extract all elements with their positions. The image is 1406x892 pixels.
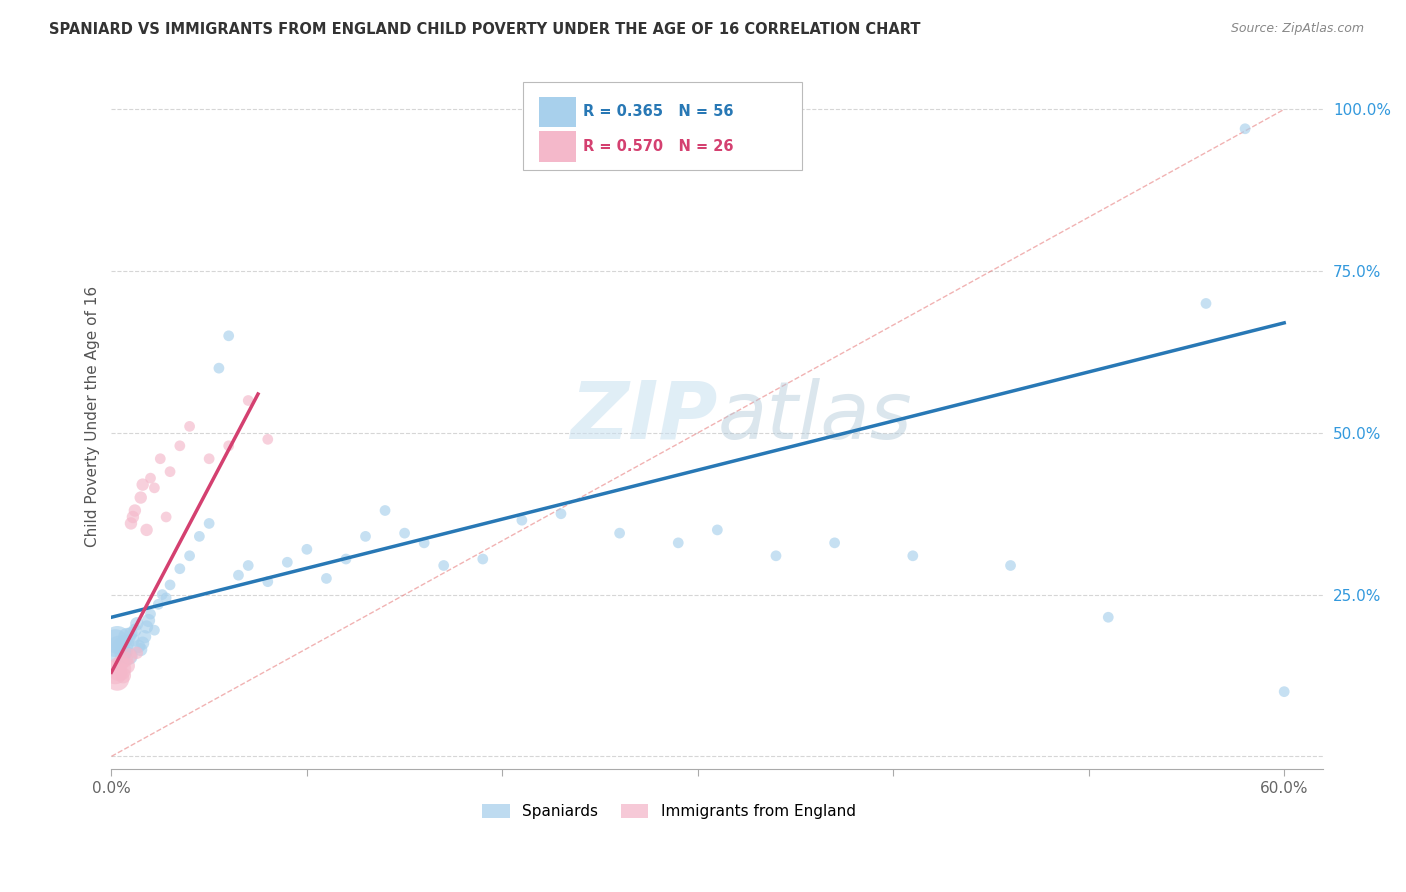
Point [159, 578, 181, 592]
Point [125, 646, 148, 660]
Point [218, 439, 240, 453]
Point [188, 529, 211, 543]
Point [706, 523, 728, 537]
Point [1000, 558, 1022, 573]
Point [394, 526, 416, 541]
Point [315, 571, 337, 585]
Point [114, 636, 136, 650]
Point [128, 640, 150, 654]
Legend: Spaniards, Immigrants from England: Spaniards, Immigrants from England [477, 797, 862, 825]
Point [135, 523, 157, 537]
Point [666, 536, 689, 550]
Point [238, 558, 260, 573]
Point [110, 640, 132, 654]
Point [143, 481, 166, 495]
FancyBboxPatch shape [538, 96, 575, 128]
Point [131, 636, 153, 650]
Point [148, 597, 170, 611]
Point [115, 630, 138, 644]
Point [238, 393, 260, 408]
Point [139, 471, 162, 485]
Point [118, 649, 141, 664]
Text: atlas: atlas [717, 377, 912, 456]
Point [471, 552, 494, 566]
FancyBboxPatch shape [538, 131, 575, 162]
Point [276, 555, 298, 569]
Point [104, 636, 127, 650]
Point [135, 620, 157, 634]
Point [138, 614, 160, 628]
Point [125, 616, 148, 631]
Point [105, 632, 128, 647]
FancyBboxPatch shape [523, 82, 803, 169]
Point [354, 529, 377, 543]
Point [609, 526, 631, 541]
Point [256, 574, 278, 589]
Point [218, 328, 240, 343]
Point [765, 549, 787, 563]
Point [1097, 610, 1119, 624]
Point [118, 649, 141, 664]
Point [198, 516, 221, 531]
Point [122, 510, 145, 524]
Point [374, 503, 396, 517]
Point [1272, 684, 1295, 698]
Point [104, 665, 127, 680]
Point [413, 536, 436, 550]
Point [110, 656, 132, 670]
Point [433, 558, 456, 573]
Point [134, 630, 156, 644]
Text: Source: ZipAtlas.com: Source: ZipAtlas.com [1230, 22, 1364, 36]
Point [179, 549, 201, 563]
Point [120, 626, 142, 640]
Point [149, 451, 172, 466]
Text: SPANIARD VS IMMIGRANTS FROM ENGLAND CHILD POVERTY UNDER THE AGE OF 16 CORRELATIO: SPANIARD VS IMMIGRANTS FROM ENGLAND CHIL… [49, 22, 921, 37]
Point [550, 507, 572, 521]
Point [335, 552, 357, 566]
Point [824, 536, 846, 550]
Point [901, 549, 924, 563]
Point [155, 591, 177, 605]
Point [114, 652, 136, 666]
Point [105, 672, 128, 686]
Point [108, 642, 131, 657]
Point [159, 465, 181, 479]
Text: ZIP: ZIP [569, 377, 717, 456]
Point [129, 642, 152, 657]
Point [131, 477, 153, 491]
Point [120, 516, 142, 531]
Point [228, 568, 250, 582]
Point [1195, 296, 1218, 310]
Point [112, 668, 135, 682]
Point [155, 510, 177, 524]
Point [124, 503, 146, 517]
Point [256, 433, 278, 447]
Point [169, 562, 191, 576]
Point [115, 658, 138, 673]
Y-axis label: Child Poverty Under the Age of 16: Child Poverty Under the Age of 16 [86, 286, 100, 548]
Point [510, 513, 533, 527]
Text: R = 0.570   N = 26: R = 0.570 N = 26 [583, 139, 734, 154]
Point [112, 646, 135, 660]
Point [208, 361, 231, 376]
Point [150, 588, 173, 602]
Point [108, 662, 131, 676]
Point [179, 419, 201, 434]
Point [124, 623, 146, 637]
Point [169, 439, 191, 453]
Point [122, 632, 145, 647]
Point [1234, 121, 1257, 136]
Point [295, 542, 318, 557]
Point [143, 623, 166, 637]
Point [129, 491, 152, 505]
Point [198, 451, 221, 466]
Point [139, 607, 162, 621]
Text: R = 0.365   N = 56: R = 0.365 N = 56 [583, 104, 734, 120]
